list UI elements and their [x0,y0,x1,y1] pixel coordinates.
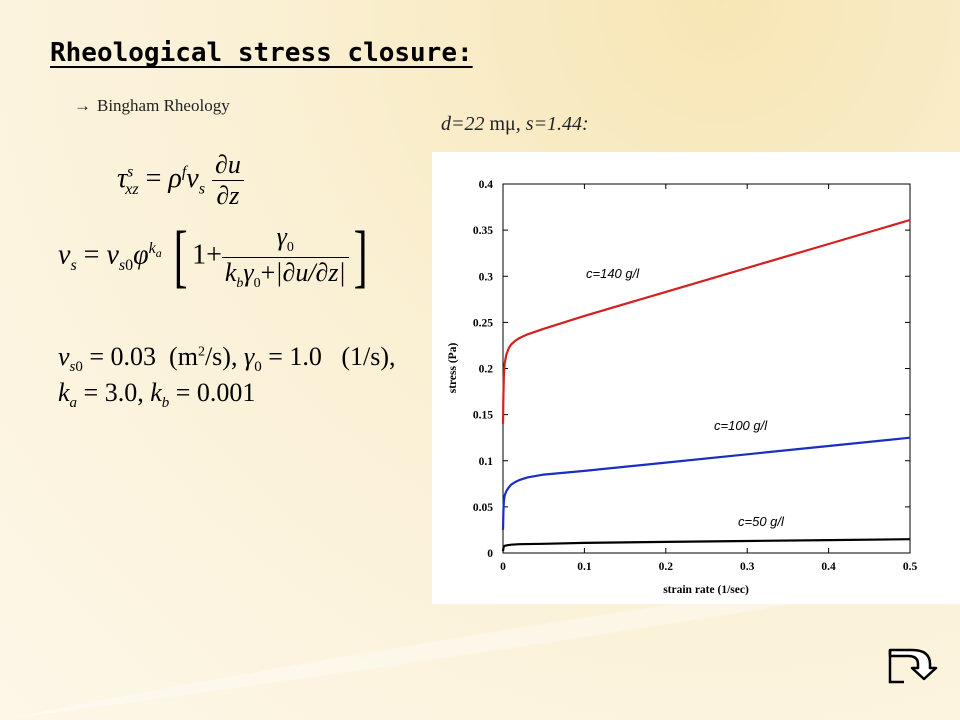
series-line-1 [501,436,911,530]
slide-title: Rheological stress closure: [50,38,473,68]
series-line-2 [501,538,911,552]
equation-viscosity: νs = νs0φka [1+ γ0 kbγ0+|∂u/∂z|] [58,218,368,295]
x-tick-label: 0.3 [740,561,755,573]
x-axis-label: strain rate (1/sec) [663,584,749,596]
y-tick-label: 0.1 [479,456,494,468]
y-axis-label: stress (Pa) [447,343,459,394]
x-tick-label: 0.1 [577,561,592,573]
equation-constants-1: νs0 = 0.03 (m2/s), γ0 = 1.0 (1/s), [58,342,396,376]
y-tick-label: 0.05 [473,502,493,514]
subtitle: → Bingham Rheology [74,96,230,116]
subtitle-text: Bingham Rheology [97,96,230,115]
chart-panel: 0 0.05 0.1 0.15 0.2 0.25 0.3 0.35 0.4 0 0.1 0.2 0.3… [432,152,960,604]
params-unit: mμ [489,113,516,135]
x-tick-label: 0 [500,561,506,573]
y-tick-label: 0.4 [479,179,494,191]
stress-strain-chart: 0 0.05 0.1 0.15 0.2 0.25 0.3 0.35 0.4 0 0.1 0.2 0.3… [447,179,918,596]
y-tick-label: 0.3 [479,271,494,283]
y-tick-label: 0.15 [473,410,493,422]
chart-parameters: d=22 mμ, s=1.44: [441,113,589,136]
series-label-c140: c=140 g/l [586,266,640,281]
params-prefix: d=22 [441,113,490,135]
x-tick-label: 0.5 [903,561,918,573]
y-tick-label: 0 [487,548,493,560]
return-arrow-icon[interactable] [884,646,940,686]
series-label-c100: c=100 g/l [714,418,768,433]
x-tick-label: 0.4 [821,561,836,573]
plot-area-frame [502,183,911,554]
right-arrow-icon: → [74,96,91,115]
params-suffix: , s=1.44: [515,113,589,135]
series-line-0 [501,218,911,424]
x-tick-label: 0.2 [659,561,674,573]
y-tick-label: 0.2 [479,364,494,376]
y-tick-label: 0.25 [473,317,493,329]
equation-constants-2: ka = 3.0, kb = 0.001 [58,378,256,412]
equation-shear-stress: τsxz = ρfνs ∂u ∂z [117,150,244,211]
series-label-c50: c=50 g/l [738,514,785,529]
y-tick-label: 0.35 [473,225,493,237]
